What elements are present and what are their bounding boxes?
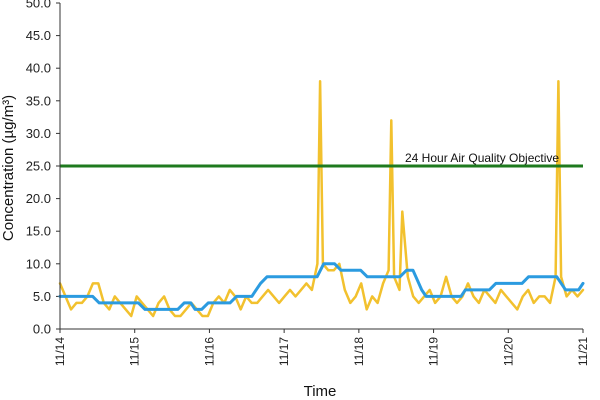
y-tick-label: 25.0 [26, 159, 51, 174]
series-line-1 [58, 79, 585, 318]
series-line-2 [58, 262, 585, 311]
x-tick-label: 11/19 [427, 337, 441, 366]
x-tick-label: 11/18 [352, 337, 366, 366]
x-tick-label: 11/15 [128, 337, 142, 366]
y-tick-label: 20.0 [26, 191, 51, 206]
series-layer [58, 79, 585, 318]
x-axis-ticks: 11/14 11/15 11/16 11/17 11/18 11/19 11/20 11/21 [53, 329, 590, 366]
objective-label: 24 Hour Air Quality Objective [405, 151, 559, 165]
y-axis-title: Concentration (µg/m³) [0, 95, 17, 241]
y-axis-ticks: 0.0 5.0 10.0 15.0 20.0 25.0 30.0 35.0 40.0 45.0 50… [26, 0, 60, 337]
x-tick-label: 11/16 [202, 337, 216, 366]
y-tick-label: 50.0 [26, 0, 51, 11]
x-tick-label: 11/17 [277, 337, 291, 366]
y-tick-label: 15.0 [26, 224, 51, 239]
y-tick-label: 10.0 [26, 256, 51, 271]
y-tick-label: 40.0 [26, 61, 51, 76]
x-tick-label: 11/21 [576, 337, 590, 366]
y-tick-label: 30.0 [26, 126, 51, 141]
x-tick-label: 11/14 [53, 337, 67, 366]
y-tick-label: 5.0 [33, 289, 51, 304]
x-tick-label: 11/20 [501, 337, 515, 366]
x-axis-title: Time [304, 383, 337, 400]
y-tick-label: 45.0 [26, 28, 51, 43]
y-tick-label: 35.0 [26, 93, 51, 108]
y-tick-label: 0.0 [33, 322, 51, 337]
